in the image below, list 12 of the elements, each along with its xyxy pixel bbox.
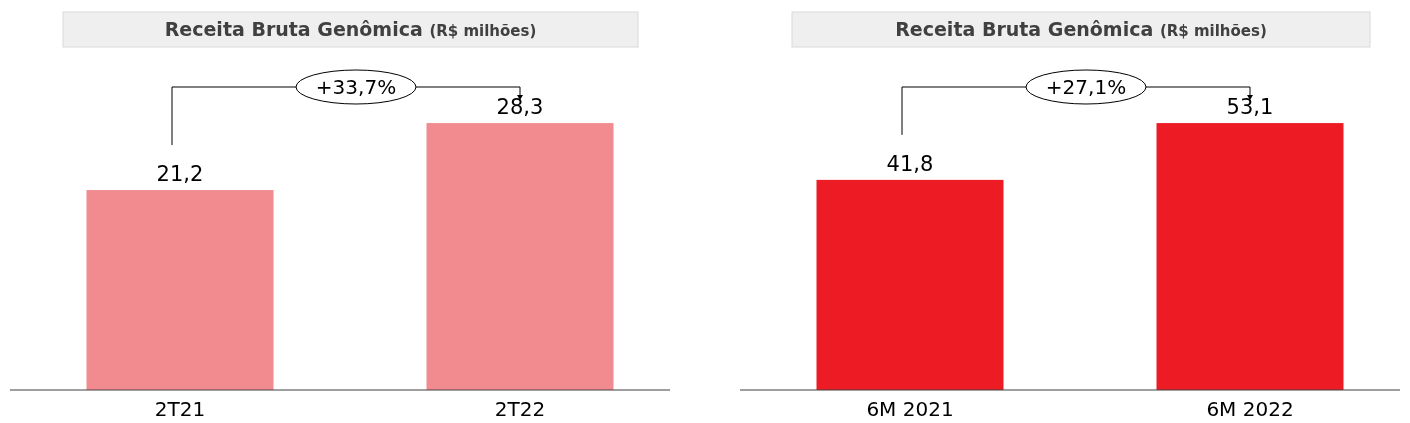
data-label: 41,8 bbox=[886, 151, 934, 176]
x-tick-label: 2T21 bbox=[154, 397, 206, 421]
data-label: 21,2 bbox=[156, 162, 204, 187]
data-label: 53,1 bbox=[1226, 95, 1274, 120]
text: +33,7% bbox=[315, 75, 397, 99]
x-tick-label: 6M 2022 bbox=[1206, 397, 1294, 421]
chart-title: Receita Bruta Genômica (R$ milhões) bbox=[895, 18, 1267, 40]
x-tick-label: 6M 2021 bbox=[866, 397, 954, 421]
text: +27,1% bbox=[1045, 75, 1127, 99]
chart-title: Receita Bruta Genômica (R$ milhões) bbox=[164, 18, 537, 40]
data-label: 28,3 bbox=[496, 95, 544, 120]
x-tick-label: 2T22 bbox=[494, 397, 546, 421]
